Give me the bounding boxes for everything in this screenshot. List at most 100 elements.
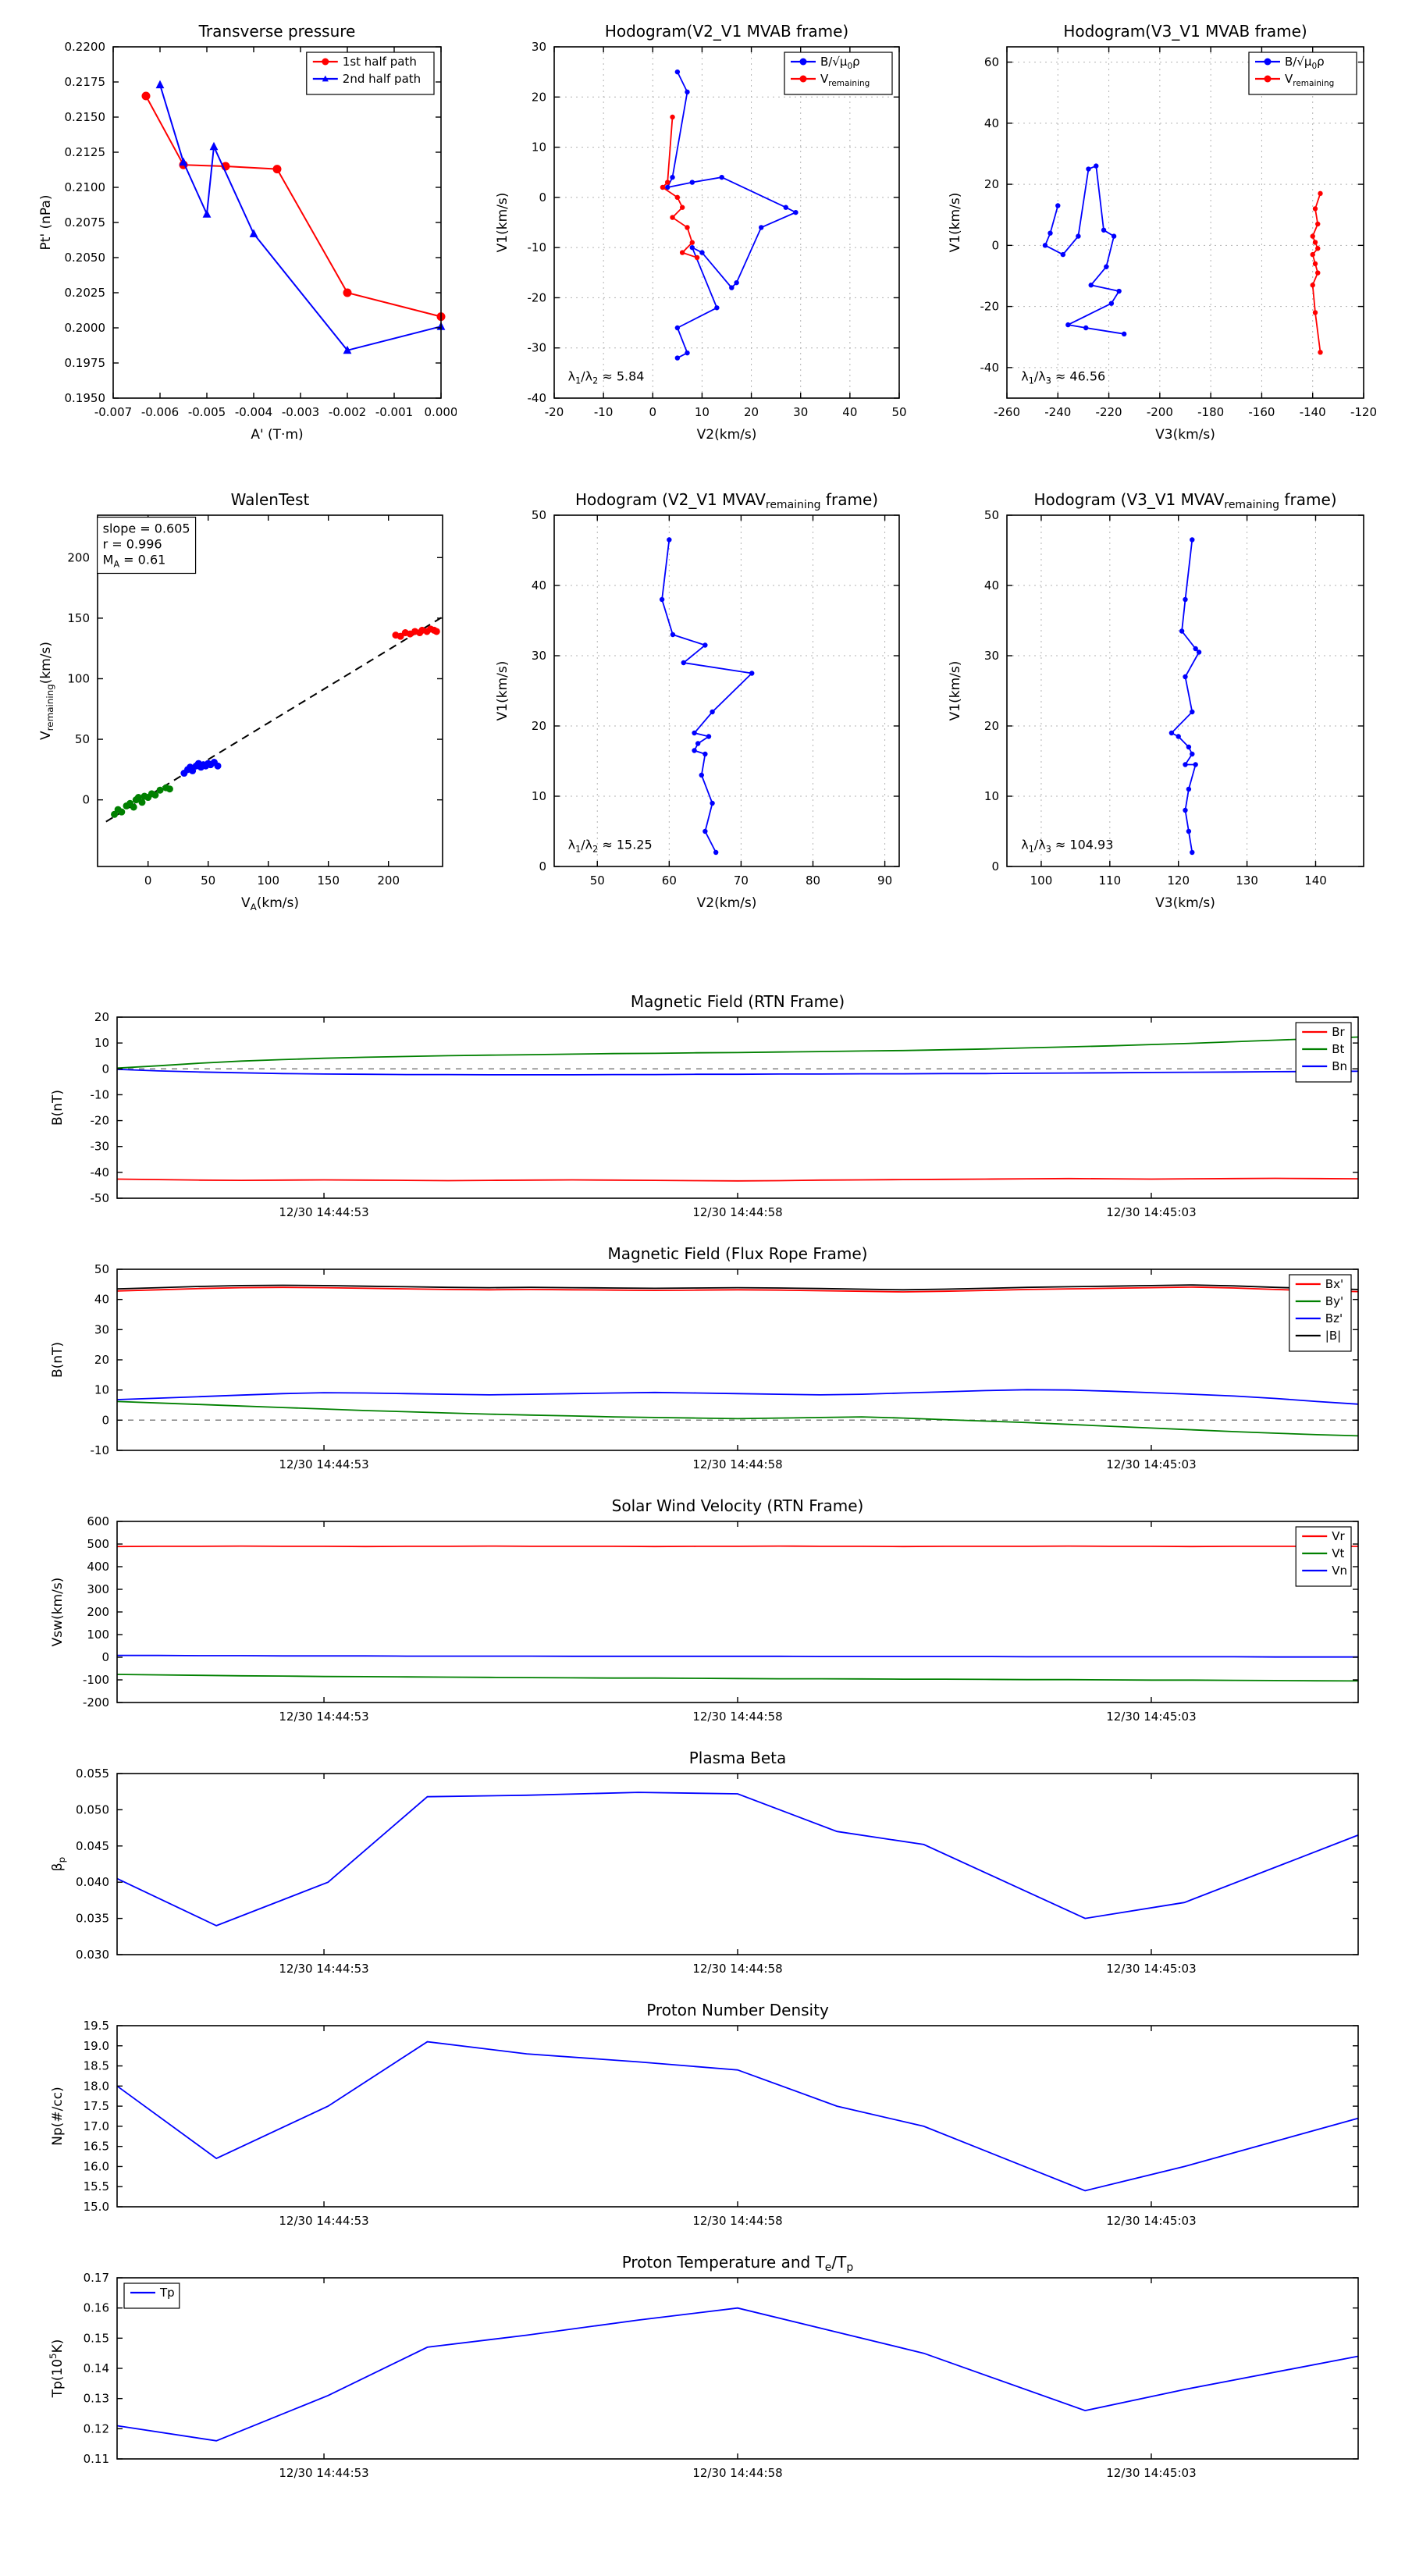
svg-text:17.0: 17.0 [84, 2119, 109, 2133]
svg-text:50: 50 [94, 1262, 109, 1276]
svg-text:90: 90 [877, 873, 892, 888]
svg-text:70: 70 [734, 873, 749, 888]
svg-text:Solar Wind Velocity (RTN Frame: Solar Wind Velocity (RTN Frame) [612, 1496, 864, 1515]
svg-text:A' (T·m): A' (T·m) [251, 427, 303, 443]
svg-text:Hodogram(V3_V1 MVAB frame): Hodogram(V3_V1 MVAB frame) [1063, 22, 1307, 41]
svg-text:19.5: 19.5 [84, 2019, 109, 2033]
svg-text:WalenTest: WalenTest [231, 490, 310, 509]
svg-text:20: 20 [984, 719, 999, 733]
svg-text:-200: -200 [83, 1695, 109, 1710]
svg-text:-0.003: -0.003 [282, 405, 319, 419]
svg-text:0.2175: 0.2175 [65, 75, 106, 89]
svg-text:50: 50 [532, 508, 546, 522]
svg-text:-40: -40 [980, 361, 1000, 375]
svg-text:10: 10 [94, 1383, 109, 1397]
svg-text:-40: -40 [528, 391, 547, 405]
svg-text:-0.005: -0.005 [188, 405, 226, 419]
svg-text:0: 0 [539, 190, 546, 205]
svg-text:12/30 14:45:03: 12/30 14:45:03 [1106, 1962, 1196, 1976]
svg-text:0: 0 [991, 859, 999, 873]
svg-text:-140: -140 [1300, 405, 1326, 419]
svg-text:Tp: Tp [159, 2286, 175, 2300]
plasma-beta-panel: 12/30 14:44:53 12/30 14:44:58 12/30 14:45:… [43, 1744, 1374, 1978]
hodogram-v2v1-mvav-chart: 50 60 70 80 90 0 10 20 30 40 50 Hodogram (V2_V1 MVA… [488, 480, 913, 921]
svg-text:0.12: 0.12 [84, 2421, 109, 2435]
svg-text:50: 50 [984, 508, 999, 522]
svg-text:βp​: βp​ [50, 1857, 67, 1871]
svg-text:80: 80 [806, 873, 820, 888]
svg-text:-20: -20 [980, 300, 1000, 314]
svg-text:-30: -30 [528, 341, 547, 355]
svg-text:-0.007: -0.007 [94, 405, 132, 419]
svg-text:B(nT): B(nT) [50, 1342, 66, 1378]
svg-text:0.2050: 0.2050 [65, 251, 106, 265]
svg-text:12/30 14:45:03: 12/30 14:45:03 [1106, 1205, 1196, 1219]
svg-text:0: 0 [649, 405, 657, 419]
svg-text:-20: -20 [545, 405, 564, 419]
svg-text:0.040: 0.040 [76, 1875, 109, 1889]
svg-text:Bt: Bt [1332, 1042, 1344, 1056]
svg-text:Hodogram(V2_V1 MVAB frame): Hodogram(V2_V1 MVAB frame) [605, 22, 848, 41]
svg-text:18.0: 18.0 [84, 2079, 109, 2093]
svg-text:12/30 14:44:58: 12/30 14:44:58 [692, 1205, 782, 1219]
magnetic-field-flux-rope-panel: 12/30 14:44:53 12/30 14:44:58 12/30 14:45:… [43, 1240, 1374, 1474]
svg-text:300: 300 [87, 1582, 109, 1596]
svg-text:12/30 14:45:03: 12/30 14:45:03 [1106, 1457, 1196, 1471]
svg-text:0.2125: 0.2125 [65, 145, 106, 159]
svg-text:0.2100: 0.2100 [65, 180, 106, 194]
svg-text:18.5: 18.5 [84, 2059, 109, 2073]
svg-text:12/30 14:44:58: 12/30 14:44:58 [692, 1962, 782, 1976]
svg-text:19.0: 19.0 [84, 2039, 109, 2053]
svg-text:20: 20 [532, 90, 546, 104]
svg-text:40: 40 [984, 116, 999, 130]
svg-text:500: 500 [87, 1537, 109, 1551]
svg-text:Bz': Bz' [1325, 1311, 1343, 1325]
svg-text:60: 60 [662, 873, 677, 888]
svg-text:400: 400 [87, 1560, 109, 1574]
svg-text:30: 30 [793, 405, 808, 419]
svg-text:V2(km/s): V2(km/s) [697, 427, 757, 443]
svg-text:100: 100 [67, 671, 90, 685]
svg-text:10: 10 [532, 789, 546, 803]
svg-text:16.0: 16.0 [84, 2159, 109, 2173]
svg-text:0: 0 [144, 873, 152, 888]
svg-text:30: 30 [94, 1322, 109, 1336]
svg-text:-260: -260 [994, 405, 1020, 419]
svg-text:0.1975: 0.1975 [65, 356, 106, 370]
svg-text:-0.006: -0.006 [141, 405, 179, 419]
svg-text:200: 200 [67, 550, 90, 564]
svg-text:140: 140 [1304, 873, 1327, 888]
svg-text:10: 10 [94, 1036, 109, 1050]
svg-text:0: 0 [101, 1062, 109, 1076]
svg-text:Vremaining​: Vremaining​ [820, 72, 870, 88]
hodogram-v2v1-mvab-chart: -20 -10 0 10 20 30 40 50 -40 -30 -20 -10 0 10 20 30 Hodo… [488, 12, 913, 453]
svg-text:12/30 14:44:53: 12/30 14:44:53 [279, 2466, 368, 2480]
svg-text:12/30 14:44:53: 12/30 14:44:53 [279, 1457, 368, 1471]
svg-text:10: 10 [532, 141, 546, 155]
svg-text:Np(#/cc): Np(#/cc) [50, 2087, 66, 2145]
svg-text:Proton Temperature and Te​/Tp​: Proton Temperature and Te​/Tp​ [622, 2253, 854, 2274]
svg-text:0.16: 0.16 [84, 2301, 109, 2315]
svg-text:λ1​/λ3​ ≈ 104.93: λ1​/λ3​ ≈ 104.93 [1021, 838, 1113, 855]
svg-text:-10: -10 [528, 240, 547, 254]
svg-text:0.035: 0.035 [76, 1912, 109, 1926]
svg-text:-120: -120 [1350, 405, 1377, 419]
svg-text:0.2150: 0.2150 [65, 110, 106, 124]
svg-text:-100: -100 [83, 1673, 109, 1687]
svg-text:30: 30 [532, 649, 546, 663]
svg-text:-180: -180 [1197, 405, 1224, 419]
svg-text:50: 50 [75, 732, 90, 746]
svg-text:1st half path: 1st half path [343, 55, 417, 69]
svg-text:0.17: 0.17 [84, 2271, 109, 2285]
svg-text:λ1​/λ2​ ≈ 5.84: λ1​/λ2​ ≈ 5.84 [568, 369, 645, 386]
svg-text:10: 10 [984, 789, 999, 803]
svg-text:0.045: 0.045 [76, 1839, 109, 1853]
svg-text:0.055: 0.055 [76, 1767, 109, 1781]
svg-text:12/30 14:44:58: 12/30 14:44:58 [692, 2466, 782, 2480]
svg-text:V2(km/s): V2(km/s) [697, 895, 757, 911]
svg-text:12/30 14:44:53: 12/30 14:44:53 [279, 1962, 368, 1976]
svg-text:0.15: 0.15 [84, 2331, 109, 2345]
svg-text:100: 100 [257, 873, 279, 888]
svg-text:0.030: 0.030 [76, 1948, 109, 1962]
svg-text:Magnetic Field (RTN Frame): Magnetic Field (RTN Frame) [631, 992, 845, 1011]
